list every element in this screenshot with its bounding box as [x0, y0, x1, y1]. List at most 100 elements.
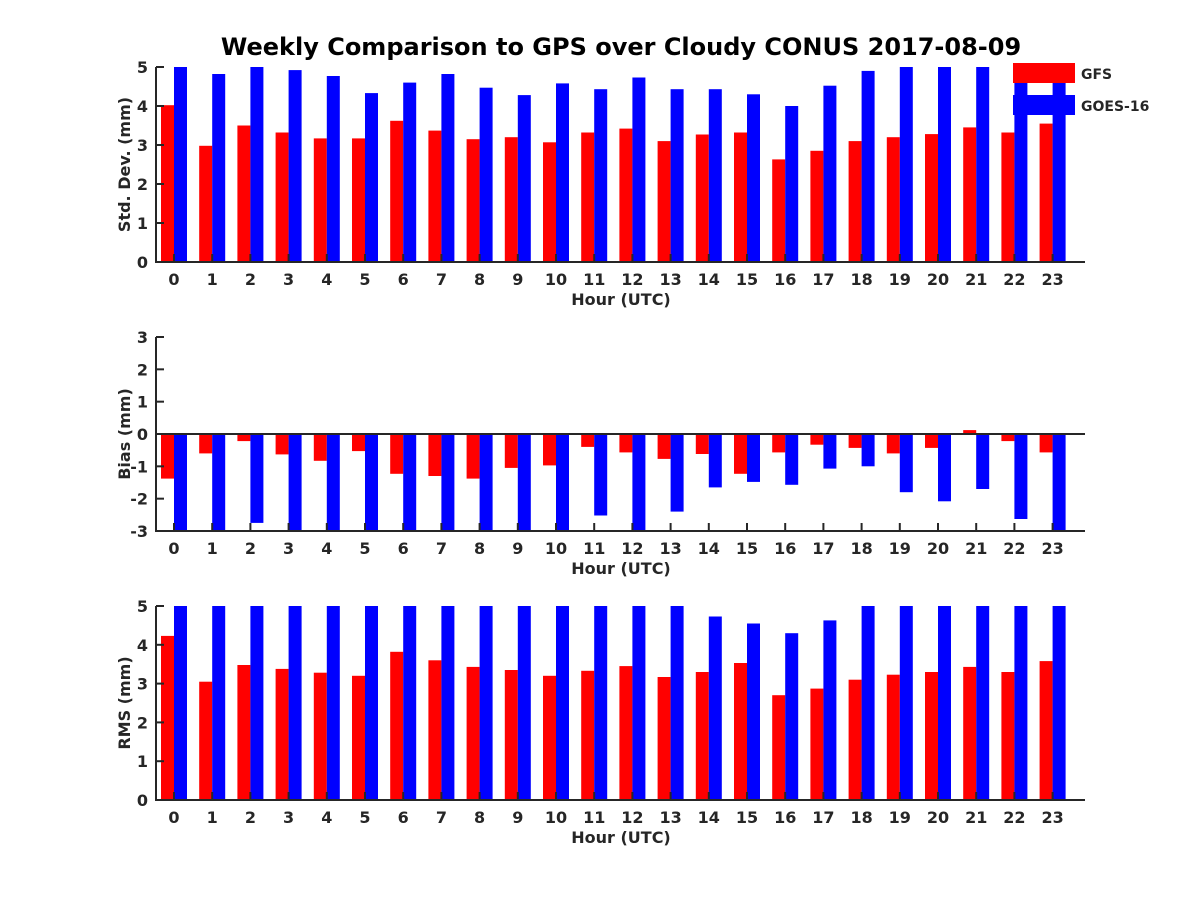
- x-tick-label: 3: [283, 539, 294, 558]
- x-tick-label: 18: [850, 808, 872, 827]
- x-tick-label: 4: [321, 539, 332, 558]
- bar-goes-16-hour-20: [938, 434, 951, 502]
- y-tick-label: 1: [137, 752, 148, 771]
- bar-goes-16-hour-1: [212, 74, 226, 262]
- bar-goes-16-hour-8: [479, 434, 493, 531]
- bar-goes-16-hour-2: [250, 606, 264, 800]
- bar-goes-16-hour-13: [670, 434, 684, 512]
- bar-gfs-hour-6: [390, 651, 404, 800]
- bar-goes-16-hour-17: [823, 620, 837, 800]
- x-tick-label: 18: [850, 270, 872, 289]
- bar-gfs-hour-15: [734, 434, 747, 474]
- bar-goes-16-hour-5: [365, 93, 378, 262]
- x-tick-label: 9: [512, 539, 523, 558]
- bar-gfs-hour-8: [466, 434, 480, 479]
- bar-goes-16-hour-4: [326, 606, 340, 800]
- x-tick-label: 6: [398, 270, 409, 289]
- x-tick-label: 21: [965, 808, 987, 827]
- bar-goes-16-hour-11: [594, 434, 608, 516]
- x-tick-label: 8: [474, 539, 485, 558]
- bar-goes-16-hour-10: [556, 434, 569, 531]
- x-tick-label: 15: [736, 539, 758, 558]
- x-tick-label: 23: [1041, 270, 1063, 289]
- x-tick-label: 19: [889, 539, 911, 558]
- bar-goes-16-hour-12: [632, 77, 646, 262]
- x-tick-label: 6: [398, 808, 409, 827]
- x-tick-label: 6: [398, 539, 409, 558]
- bar-goes-16-hour-20: [938, 67, 951, 262]
- bar-goes-16-hour-18: [861, 606, 875, 800]
- x-tick-label: 13: [659, 808, 681, 827]
- bar-goes-16-hour-9: [517, 434, 531, 531]
- x-tick-label: 7: [436, 270, 447, 289]
- bar-goes-16-hour-4: [326, 434, 340, 531]
- x-axis-label: Hour (UTC): [571, 559, 671, 578]
- bar-gfs-hour-22: [1001, 672, 1015, 800]
- bar-goes-16-hour-0: [174, 434, 187, 531]
- bar-goes-16-hour-5: [365, 606, 378, 800]
- legend-swatch-goes-16: [1013, 95, 1075, 115]
- legend-label-goes-16: GOES-16: [1081, 99, 1149, 115]
- y-axis-label: RMS (mm): [115, 656, 134, 749]
- x-tick-label: 0: [168, 270, 179, 289]
- bar-goes-16-hour-3: [288, 70, 302, 262]
- x-tick-label: 9: [512, 270, 523, 289]
- bar-gfs-hour-1: [199, 145, 213, 262]
- bar-gfs-hour-11: [581, 132, 595, 262]
- x-tick-label: 21: [965, 539, 987, 558]
- y-tick-label: 3: [137, 675, 148, 694]
- bar-goes-16-hour-2: [250, 67, 264, 262]
- bar-goes-16-hour-6: [403, 82, 417, 262]
- x-tick-label: 15: [736, 270, 758, 289]
- y-tick-label: 0: [137, 791, 148, 810]
- x-tick-label: 1: [207, 808, 218, 827]
- x-tick-label: 19: [889, 808, 911, 827]
- x-tick-label: 20: [927, 808, 949, 827]
- x-tick-label: 14: [698, 270, 720, 289]
- bar-gfs-hour-4: [313, 138, 327, 262]
- bar-gfs-hour-16: [772, 159, 786, 262]
- x-tick-label: 11: [583, 808, 605, 827]
- bar-goes-16-hour-5: [365, 434, 378, 531]
- bar-gfs-hour-7: [428, 434, 442, 476]
- bar-goes-16-hour-14: [708, 89, 722, 262]
- bar-goes-16-hour-19: [899, 606, 913, 800]
- bar-goes-16-hour-22: [1014, 70, 1028, 262]
- bar-goes-16-hour-22: [1014, 606, 1028, 800]
- x-tick-label: 14: [698, 808, 720, 827]
- y-axis-label: Std. Dev. (mm): [115, 97, 134, 232]
- bar-gfs-hour-12: [619, 128, 633, 262]
- x-tick-label: 5: [359, 808, 370, 827]
- bar-gfs-hour-15: [734, 663, 747, 800]
- bar-goes-16-hour-1: [212, 434, 226, 531]
- bar-gfs-hour-11: [581, 670, 595, 800]
- x-tick-label: 5: [359, 270, 370, 289]
- bar-goes-16-hour-23: [1052, 434, 1066, 531]
- bar-gfs-hour-0: [161, 105, 174, 262]
- bar-gfs-hour-2: [237, 665, 251, 800]
- x-tick-label: 1: [207, 539, 218, 558]
- bar-goes-16-hour-3: [288, 434, 302, 531]
- x-tick-label: 0: [168, 808, 179, 827]
- x-tick-label: 3: [283, 270, 294, 289]
- bar-gfs-hour-2: [237, 434, 251, 442]
- bar-gfs-hour-21: [963, 127, 977, 263]
- legend-label-gfs: GFS: [1081, 67, 1112, 83]
- y-tick-label: 3: [137, 136, 148, 155]
- x-tick-label: 16: [774, 270, 796, 289]
- x-tick-label: 8: [474, 808, 485, 827]
- y-tick-label: 1: [137, 393, 148, 412]
- bar-gfs-hour-10: [543, 142, 556, 262]
- x-tick-label: 4: [321, 808, 332, 827]
- bar-gfs-hour-21: [963, 666, 977, 800]
- x-tick-label: 16: [774, 808, 796, 827]
- bar-gfs-hour-9: [504, 434, 518, 468]
- x-tick-label: 22: [1003, 270, 1025, 289]
- x-tick-label: 20: [927, 539, 949, 558]
- x-axis-label: Hour (UTC): [571, 828, 671, 847]
- bar-gfs-hour-4: [313, 434, 327, 461]
- bar-goes-16-hour-16: [785, 633, 799, 800]
- bar-gfs-hour-7: [428, 660, 442, 800]
- bar-goes-16-hour-4: [326, 76, 340, 262]
